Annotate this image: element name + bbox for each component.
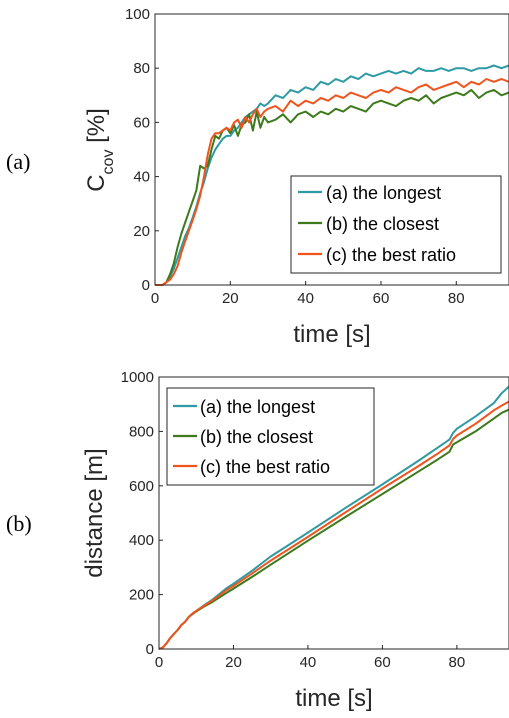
chart-a-series-line-2	[155, 78, 509, 286]
chart-a-ylabel-main: C	[83, 174, 110, 191]
chart-a-ytick-label-0: 0	[142, 277, 150, 294]
chart-a-series-layer	[155, 64, 509, 286]
chart-a-xlabel: time [s]	[293, 321, 370, 348]
chart-a-ylabel-sub: cov	[100, 150, 117, 175]
chart-a-legend-box	[290, 175, 502, 274]
chart-a-ytick-label-5: 100	[125, 6, 150, 23]
chart-a-ytick-label-2: 40	[133, 169, 150, 186]
chart-a-ytick-label-1: 20	[133, 223, 150, 240]
chart-a-axes-box	[154, 13, 509, 286]
chart-b-legend-label-2: (c) the best ratio	[200, 457, 330, 477]
chart-a-xtick-label-0: 0	[151, 290, 159, 307]
chart-a-xtick-label-1: 20	[222, 290, 239, 307]
panel-label-a: (a)	[6, 149, 30, 174]
chart-b-axes-box	[158, 376, 509, 650]
chart-b-ylabel: distance [m]	[81, 448, 108, 577]
chart-b-series-layer	[158, 385, 509, 650]
chart-b-legend-label-0: (a) the longest	[200, 397, 315, 417]
chart-a-legend: (a) the longest (b) the closest (c) the …	[290, 175, 502, 274]
chart-b-ytick-label-1: 200	[129, 587, 154, 604]
chart-a-xtick-label-3: 60	[373, 290, 390, 307]
chart-b-series-line-2	[158, 400, 509, 650]
chart-b-ytick-label-4: 800	[129, 423, 154, 440]
chart-b-xtick-label-3: 60	[374, 654, 391, 671]
chart-a-ytick-label-3: 60	[133, 114, 150, 131]
chart-a-ylabel: Ccov [%]	[83, 108, 117, 192]
chart-b-ytick-label-5: 1000	[121, 369, 154, 386]
chart-a-legend-label-0: (a) the longest	[326, 183, 441, 203]
chart-a-ytick-label-4: 80	[133, 60, 150, 77]
chart-b-xtick-label-4: 80	[449, 654, 466, 671]
chart-b-ytick-label-3: 600	[129, 478, 154, 495]
chart-a-legend-label-2: (c) the best ratio	[326, 245, 456, 265]
chart-a-ticks: 0 20 40 60 80 0 20 40 60 80 100	[125, 6, 465, 307]
chart-b-xtick-label-1: 20	[225, 654, 242, 671]
chart-b-ytick-label-2: 400	[129, 532, 154, 549]
chart-b-xtick-label-2: 40	[300, 654, 317, 671]
chart-b-legend-box	[166, 387, 375, 486]
chart-a-legend-label-1: (b) the closest	[326, 214, 439, 234]
chart-b-xlabel: time [s]	[295, 685, 372, 712]
chart-b-xtick-label-0: 0	[155, 654, 163, 671]
panel-label-b: (b)	[6, 511, 32, 536]
chart-b-legend: (a) the longest (b) the closest (c) the …	[166, 387, 375, 486]
chart-b-ytick-label-0: 0	[146, 641, 154, 658]
chart-b-legend-label-1: (b) the closest	[200, 427, 313, 447]
chart-a-ylabel-unit: [%]	[83, 108, 110, 149]
chart-a-xtick-label-4: 80	[448, 290, 465, 307]
chart-a-xtick-label-2: 40	[297, 290, 314, 307]
chart-a-series-line-1	[155, 88, 509, 286]
